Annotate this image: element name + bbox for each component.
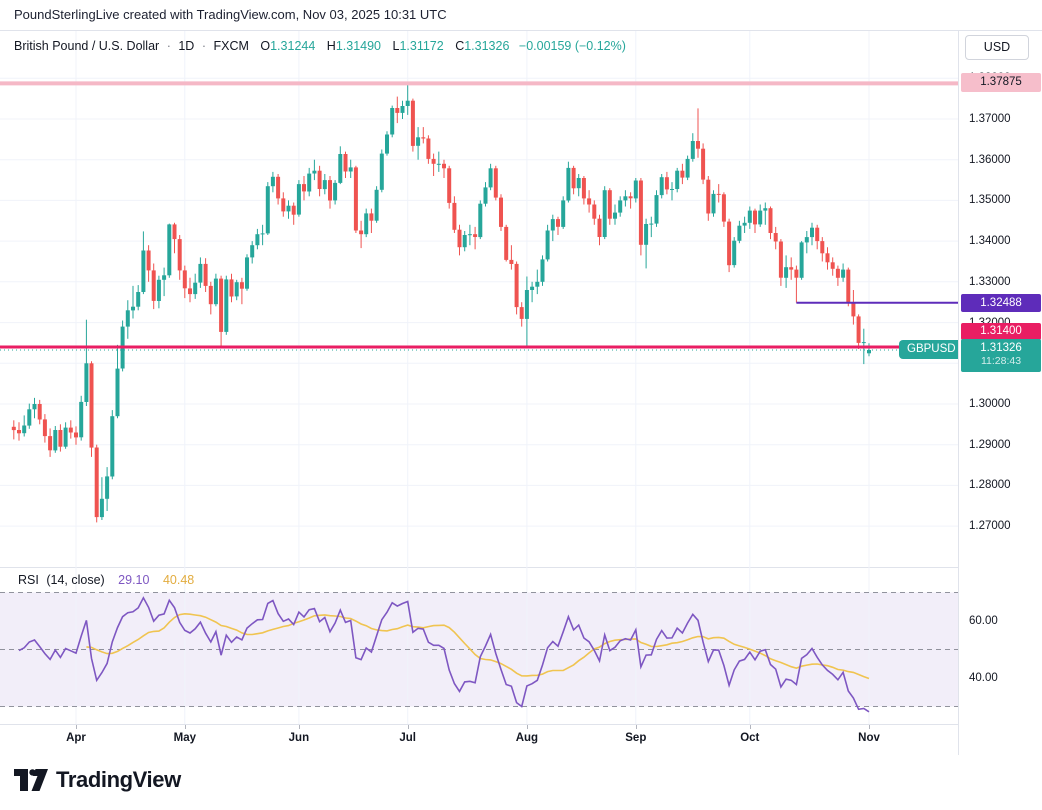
rsi-legend: RSI (14, close) 29.10 40.48 xyxy=(18,573,194,587)
tradingview-logo-text: TradingView xyxy=(56,767,181,792)
price-tick-label: 1.28000 xyxy=(969,479,1011,492)
price-tick-label: 1.29000 xyxy=(969,438,1011,451)
tradingview-logo[interactable]: TradingView xyxy=(14,767,181,793)
time-tick xyxy=(526,725,528,729)
rsi-chart-canvas[interactable] xyxy=(0,567,958,724)
time-label-sep: Sep xyxy=(625,732,647,744)
high-label: H xyxy=(326,39,336,53)
time-tick xyxy=(184,725,186,729)
rsi-ma-line xyxy=(86,612,870,680)
last-price-label: 1.31326 11:28:43 xyxy=(961,339,1041,372)
high-value: 1.31490 xyxy=(335,39,381,53)
price-tick-label: 1.34000 xyxy=(969,235,1011,248)
price-tick-label: 1.37000 xyxy=(969,113,1011,125)
time-label-may: May xyxy=(173,732,196,744)
candles xyxy=(11,82,871,523)
low-value: 1.31172 xyxy=(399,39,444,53)
price-chart-canvas[interactable] xyxy=(0,31,958,567)
footer: TradingView xyxy=(0,755,1042,810)
time-tick xyxy=(407,725,409,729)
time-label-jun: Jun xyxy=(288,732,310,744)
price-tick-label: 1.33000 xyxy=(969,275,1011,288)
time-label-jul: Jul xyxy=(399,732,416,744)
price-tick-label: 1.27000 xyxy=(969,520,1011,533)
price-tick-label: 1.30000 xyxy=(969,398,1011,410)
rsi-tick-label: 40.00 xyxy=(969,672,998,684)
resistance-price-label: 1.37875 xyxy=(961,73,1041,92)
time-tick xyxy=(76,725,77,729)
currency-toggle-button[interactable]: USD xyxy=(965,35,1029,60)
time-label-nov: Nov xyxy=(858,732,880,744)
rsi-tick-label: 60.00 xyxy=(969,615,998,627)
open-value: 1.31244 xyxy=(270,39,316,53)
close-value: 1.31326 xyxy=(464,39,510,53)
time-tick xyxy=(298,725,300,729)
pane-separator[interactable] xyxy=(0,567,958,568)
time-tick xyxy=(635,725,637,729)
time-label-apr: Apr xyxy=(66,732,86,744)
time-label-oct: Oct xyxy=(740,732,760,744)
last-price-value: 1.31326 xyxy=(980,342,1022,354)
legend-separator: · xyxy=(166,39,171,53)
rsi-value: 29.10 xyxy=(118,573,150,587)
chart-widget: British Pound / U.S. Dollar · 1D · FXCM … xyxy=(0,30,1042,756)
low-label: L xyxy=(392,39,400,53)
attribution-text: PoundSterlingLive created with TradingVi… xyxy=(14,7,447,22)
legend-separator: · xyxy=(201,39,206,53)
rsi-label: RSI xyxy=(18,573,39,587)
attribution-bar: PoundSterlingLive created with TradingVi… xyxy=(0,0,1042,30)
price-tick-label: 1.35000 xyxy=(969,194,1011,207)
interval-label: 1D xyxy=(178,39,195,53)
price-tick-label: 1.36000 xyxy=(969,153,1011,166)
close-label: C xyxy=(455,39,465,53)
time-tick xyxy=(869,725,870,729)
time-label-aug: Aug xyxy=(515,732,539,744)
symbol-legend: British Pound / U.S. Dollar · 1D · FXCM … xyxy=(14,39,626,53)
time-tick xyxy=(749,725,751,729)
tradingview-logo-icon xyxy=(14,768,48,791)
rsi-params: (14, close) xyxy=(46,573,105,587)
rsi-line xyxy=(18,596,870,713)
rsi-ma-value: 40.48 xyxy=(162,573,195,587)
support-price-label: 1.31400 xyxy=(961,323,1041,340)
symbol-title: British Pound / U.S. Dollar xyxy=(14,39,160,53)
bar-countdown: 11:28:43 xyxy=(980,355,1022,367)
open-label: O xyxy=(260,39,271,53)
price-axis[interactable]: USD 1.380001.370001.360001.350001.340001… xyxy=(958,31,1042,756)
change-value: −0.00159 (−0.12%) xyxy=(518,39,626,53)
rsi-grid xyxy=(0,567,958,724)
last-price-symbol-tag: GBPUSD xyxy=(899,340,964,359)
exchange-label: FXCM xyxy=(213,39,249,53)
grid-lines xyxy=(0,31,958,567)
pivot-price-label: 1.32488 xyxy=(961,294,1041,312)
level-lines[interactable] xyxy=(0,81,958,351)
time-axis[interactable]: Apr May Jun Jul Aug Sep Oct Nov xyxy=(0,724,958,756)
